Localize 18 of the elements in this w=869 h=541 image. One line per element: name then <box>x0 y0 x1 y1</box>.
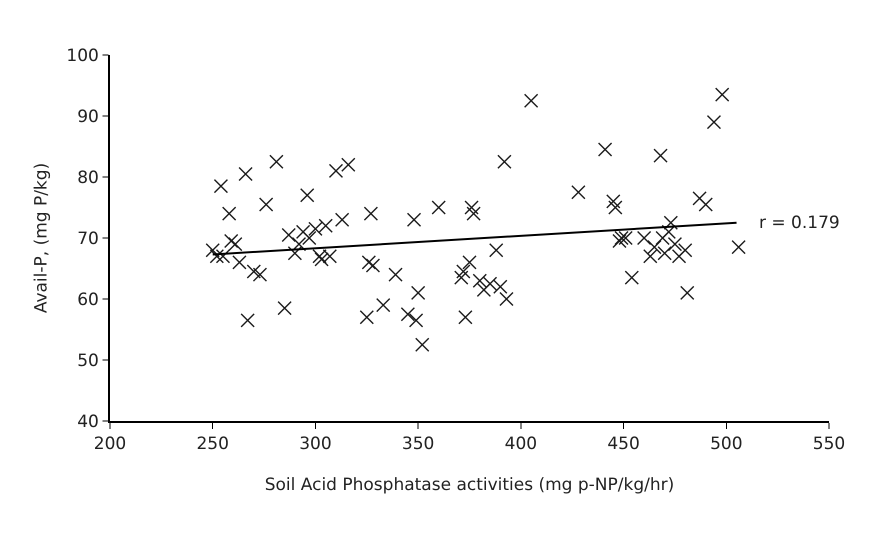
y-tick-label: 70 <box>77 228 99 249</box>
x-tick-label: 550 <box>812 434 846 454</box>
y-tick-label: 80 <box>77 168 99 188</box>
y-tick-label: 60 <box>77 290 99 310</box>
y-tick-label: 100 <box>66 46 99 66</box>
y-tick-label: 50 <box>77 350 99 371</box>
y-tick-label: 90 <box>77 106 99 127</box>
x-axis-title: Soil Acid Phosphatase activities (mg p-NP/kg/hr) <box>264 475 674 496</box>
x-tick-label: 250 <box>196 434 229 454</box>
x-tick-label: 350 <box>402 434 434 454</box>
x-tick-label: 500 <box>710 434 743 454</box>
annotation: r = 0.179 <box>759 213 840 233</box>
x-tick-label: 300 <box>299 434 332 454</box>
y-axis-title: Avail-P, (mg P/kg) <box>31 162 52 314</box>
x-tick-label: 400 <box>504 434 538 454</box>
x-tick-label: 200 <box>94 434 126 454</box>
x-tick-label: 450 <box>607 434 640 454</box>
y-tick-label: 40 <box>77 412 99 432</box>
